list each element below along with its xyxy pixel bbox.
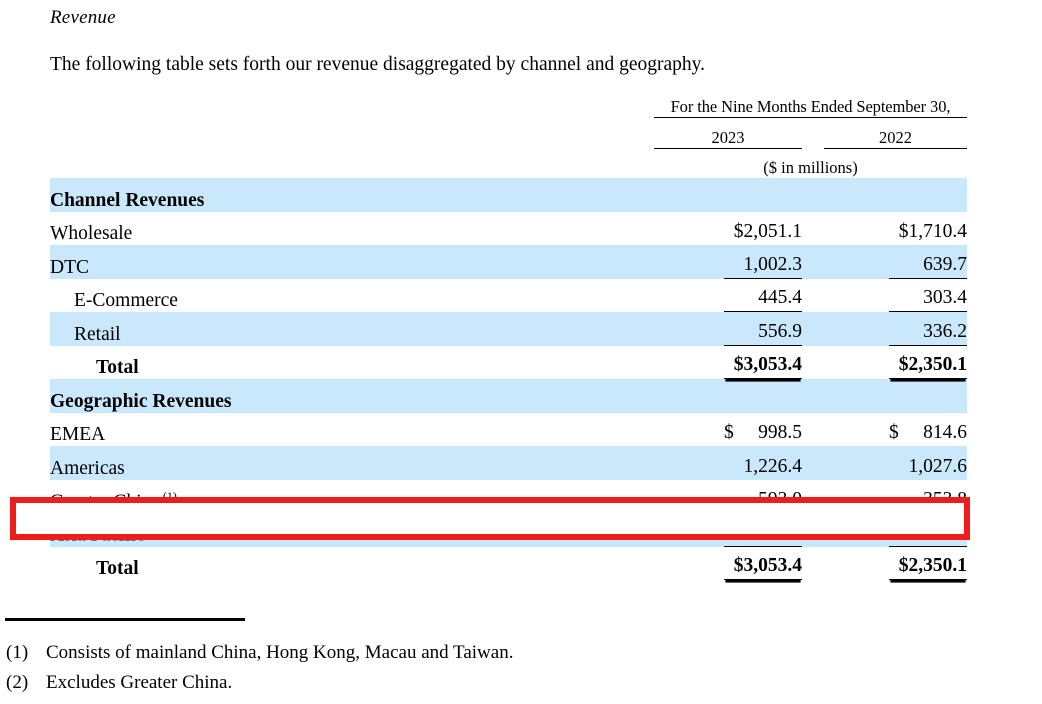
header-period-label: For the Nine Months Ended September 30, <box>654 90 967 118</box>
header-year-2023: 2023 <box>654 117 802 149</box>
footnote-divider <box>5 618 245 621</box>
cell-value-2023: 1,002.3 <box>654 245 802 279</box>
row-label: Total <box>96 357 139 378</box>
cell-value-2022: $1,710.4 <box>898 221 967 242</box>
cell-value-2022: $814.6 <box>889 422 967 443</box>
section-title: Channel Revenues <box>50 178 654 212</box>
section-header-filler <box>802 379 824 413</box>
footnote-marker: (2) <box>6 672 29 693</box>
section-header-filler <box>824 178 967 212</box>
table-section-header: Geographic Revenues <box>50 379 967 413</box>
row-label: DTC <box>50 245 654 279</box>
header-year-2022: 2022 <box>824 117 967 149</box>
currency-symbol: $ <box>724 422 734 443</box>
footnote-marker: (1) <box>6 642 29 663</box>
intro-paragraph: The following table sets forth our reven… <box>50 54 706 75</box>
row-label: Retail <box>50 312 654 346</box>
page-title: Revenue <box>50 7 116 28</box>
cell-value-2023: 445.4 <box>654 279 802 312</box>
footnote-item: (1) Consists of mainland China, Hong Kong… <box>6 638 906 668</box>
footnote-item: (2) Excludes Greater China. <box>6 668 906 698</box>
table-row: Wholesale $2,051.1 $1,710.4 <box>50 212 967 246</box>
table-row: Americas 1,226.4 1,027.6 <box>50 446 967 480</box>
column-gap <box>802 547 824 581</box>
row-label: EMEA <box>50 424 106 445</box>
section-title: Geographic Revenues <box>50 379 654 413</box>
header-spacer-units <box>50 149 654 179</box>
table-row: Retail 556.9 336.2 <box>50 312 967 346</box>
table-row: E-Commerce 445.4 303.4 <box>50 279 967 313</box>
table-header: For the Nine Months Ended September 30, … <box>50 90 967 178</box>
table-row: Total $3,053.4 $2,350.1 <box>50 547 967 581</box>
cell-value-2023: $998.5 <box>724 422 802 443</box>
header-gap <box>802 118 824 149</box>
table-row: Total $3,053.4 $2,350.1 <box>50 346 967 380</box>
header-spacer-years <box>50 118 654 149</box>
table-section-header: Channel Revenues <box>50 178 967 212</box>
footnote-text: Excludes Greater China. <box>46 672 233 693</box>
row-label: Wholesale <box>50 223 133 244</box>
cell-value-2023: 1,226.4 <box>654 446 802 480</box>
column-gap <box>802 245 824 279</box>
section-header-filler <box>654 178 802 212</box>
cell-value-2023: $3,053.4 <box>654 547 802 580</box>
column-gap <box>802 446 824 480</box>
column-gap <box>802 279 824 313</box>
header-row-units: ($ in millions) <box>50 149 967 179</box>
header-units-note: ($ in millions) <box>763 158 858 177</box>
row-label: Total <box>96 558 139 579</box>
cell-value-2022: $2,350.1 <box>824 547 967 580</box>
column-gap <box>802 312 824 346</box>
header-row-years: 2023 2022 <box>50 117 967 149</box>
table-row: DTC 1,002.3 639.7 <box>50 245 967 279</box>
table-row: EMEA $998.5 $814.6 <box>50 413 967 447</box>
cell-value-2023: $2,051.1 <box>733 221 802 242</box>
column-gap <box>802 346 824 380</box>
cell-value-2022: $2,350.1 <box>824 346 967 379</box>
header-row-period: For the Nine Months Ended September 30, <box>50 90 967 118</box>
column-gap <box>802 413 824 447</box>
header-spacer <box>50 90 654 118</box>
cell-value-2023: 556.9 <box>654 312 802 346</box>
section-header-filler <box>802 178 824 212</box>
cell-value-2022: 303.4 <box>824 279 967 312</box>
section-header-filler <box>824 379 967 413</box>
column-gap <box>802 212 824 246</box>
row-label: Americas <box>50 446 654 480</box>
cell-value-2023: $3,053.4 <box>654 346 802 379</box>
currency-symbol: $ <box>889 422 899 443</box>
cell-value-2022: 336.2 <box>824 312 967 346</box>
greater-china-highlight-box <box>10 497 970 540</box>
row-label: E-Commerce <box>74 290 178 311</box>
footnote-list: (1) Consists of mainland China, Hong Kong… <box>6 638 906 698</box>
cell-value-2022: 1,027.6 <box>824 446 967 480</box>
section-header-filler <box>654 379 802 413</box>
cell-value-2022: 639.7 <box>824 245 967 279</box>
footnote-text: Consists of mainland China, Hong Kong, M… <box>46 642 514 663</box>
